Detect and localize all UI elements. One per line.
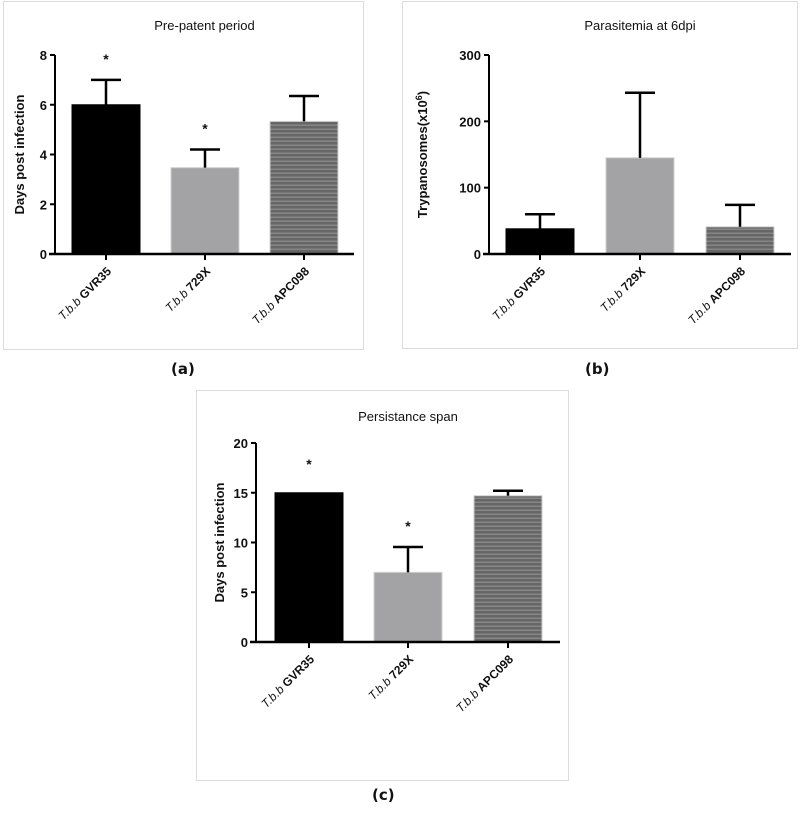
- bar-gvr35: [71, 104, 141, 255]
- y-tick-label: 0: [474, 247, 481, 262]
- panel-label-b: (b): [585, 360, 610, 378]
- chart-parasitemia: Parasitemia at 6dpi Trypanosomes(x106) T.b…: [414, 18, 791, 327]
- y-tick-label: 6: [40, 98, 47, 113]
- chart-pre-patent-period: Pre-patent period Days post infection * T.b…: [12, 18, 354, 327]
- significance-marker: *: [306, 456, 312, 472]
- y-tick-label: 200: [459, 114, 481, 129]
- bar-gvr35: [505, 228, 575, 255]
- chart-title: Parasitemia at 6dpi: [584, 18, 695, 33]
- bar-729x: [170, 167, 240, 255]
- bar-729x: [373, 571, 443, 643]
- panel-b-parasitemia: Parasitemia at 6dpi Trypanosomes(x106) T.b…: [402, 1, 798, 349]
- chart-title: Pre-patent period: [154, 18, 254, 33]
- y-tick-label: 300: [459, 48, 481, 63]
- y-tick-label: 2: [40, 197, 47, 212]
- significance-marker: *: [103, 51, 109, 67]
- y-axis-label: Trypanosomes(x106): [414, 91, 430, 218]
- y-tick-label: 20: [234, 436, 248, 451]
- x-tick-label: T.b.b 729X: [597, 264, 648, 315]
- bar-apc098: [473, 495, 543, 643]
- y-axis-label: Days post infection: [12, 94, 27, 214]
- x-tick-label: T.b.b 729X: [365, 652, 416, 703]
- chart-title: Persistance span: [358, 409, 458, 424]
- chart-persistance-span: Persistance span Days post infection * T.b.…: [212, 409, 560, 715]
- x-tick-label: T.b.b APC098: [685, 264, 748, 327]
- y-tick-label: 100: [459, 181, 481, 196]
- panel-label-a: (a): [171, 360, 195, 378]
- significance-marker: *: [202, 121, 208, 137]
- panel-c-persistance-span: Persistance span Days post infection * T.b.…: [196, 390, 569, 781]
- y-tick-label: 0: [241, 635, 248, 650]
- y-tick-label: 5: [241, 585, 248, 600]
- y-tick-label: 8: [40, 48, 47, 63]
- x-tick-label: T.b.b APC098: [249, 264, 312, 327]
- significance-marker: *: [405, 518, 411, 534]
- x-tick-label: T.b.b GVR35: [489, 264, 548, 323]
- y-tick-label: 4: [40, 148, 48, 163]
- x-tick-label: T.b.b GVR35: [258, 652, 317, 711]
- bar-apc098: [705, 226, 775, 255]
- panel-label-c: (c): [372, 786, 395, 804]
- x-tick-label: T.b.b APC098: [453, 652, 516, 715]
- bar-apc098: [269, 120, 339, 255]
- y-tick-label: 10: [234, 536, 248, 551]
- panel-a-pre-patent-period: Pre-patent period Days post infection * T.b…: [3, 1, 364, 350]
- bar-729x: [605, 157, 675, 255]
- y-tick-label: 15: [234, 486, 248, 501]
- x-tick-label: T.b.b GVR35: [55, 264, 114, 323]
- x-tick-label: T.b.b 729X: [162, 264, 213, 315]
- bar-gvr35: [274, 492, 344, 643]
- y-tick-label: 0: [40, 247, 47, 262]
- y-axis-label: Days post infection: [212, 482, 227, 602]
